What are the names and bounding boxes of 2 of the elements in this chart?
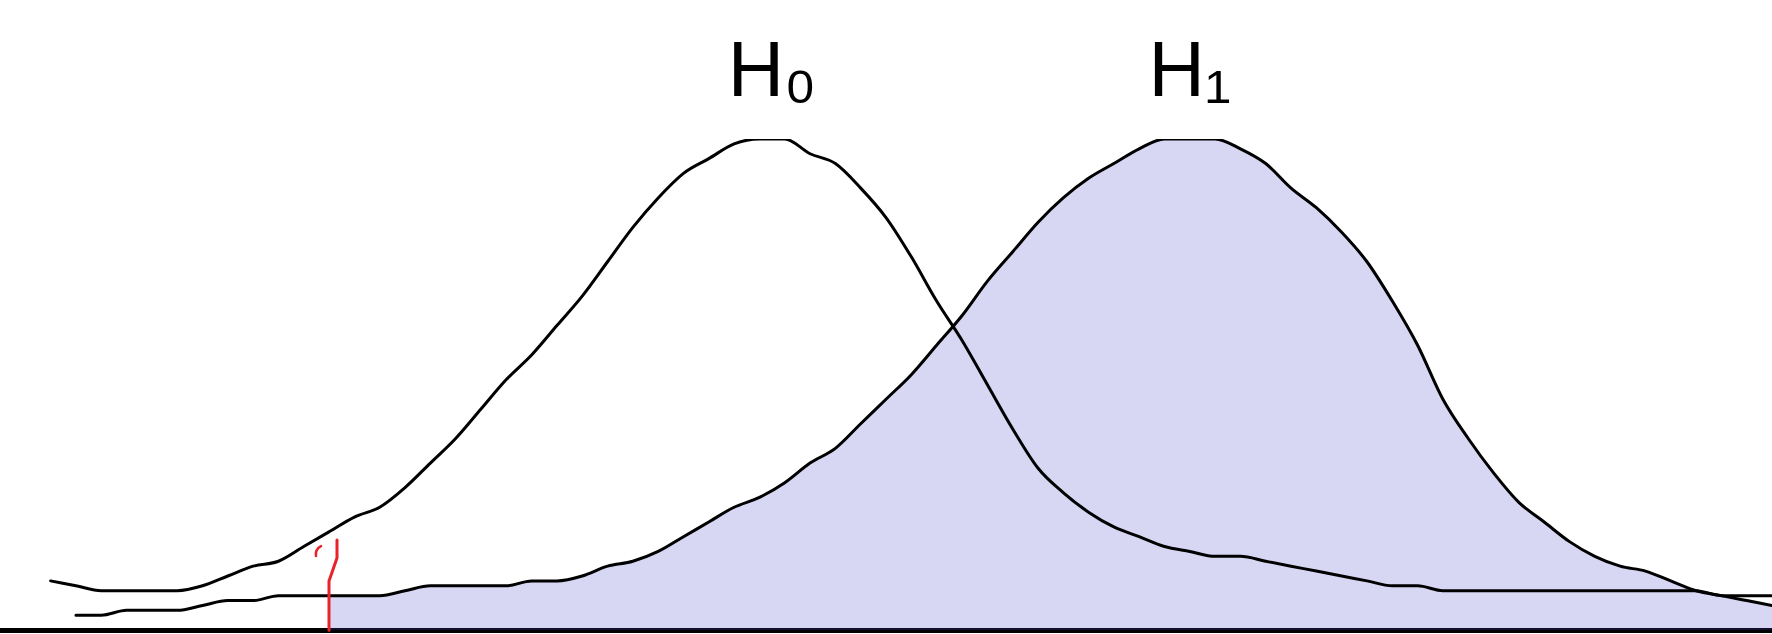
series-label: H₁ — [1148, 25, 1232, 113]
series-label: H₀ — [727, 25, 817, 113]
